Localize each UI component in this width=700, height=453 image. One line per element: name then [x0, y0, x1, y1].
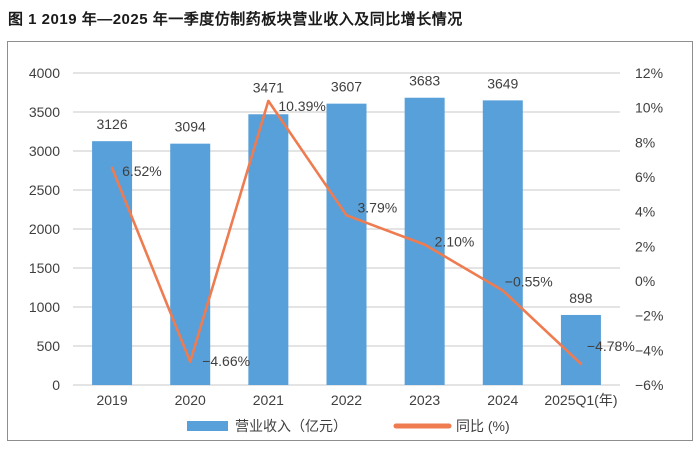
left-axis-tick-label: 1500: [29, 260, 60, 276]
right-axis-tick-label: 2%: [635, 238, 655, 254]
x-axis-label: 2019: [96, 392, 127, 408]
x-axis-label: 2023: [409, 392, 440, 408]
right-axis-tick-label: 10%: [635, 100, 663, 116]
legend-bar-swatch: [187, 421, 228, 431]
left-axis-tick-label: 500: [37, 338, 61, 354]
left-axis-tick-label: 2500: [29, 182, 60, 198]
line-value-label: 2.10%: [435, 234, 475, 250]
line-value-label: 3.79%: [358, 199, 398, 215]
figure-title: 图 1 2019 年—2025 年一季度仿制药板块营业收入及同比增长情况: [8, 11, 463, 28]
x-axis-label: 2024: [487, 392, 518, 408]
right-axis-tick-label: −6%: [635, 377, 663, 393]
line-value-label: −0.55%: [505, 274, 553, 290]
line-value-label: 6.52%: [122, 163, 162, 179]
bar-value-label: 3094: [175, 119, 206, 135]
bar-2021: [248, 114, 289, 386]
x-axis-label: 2022: [331, 392, 362, 408]
chart-frame: 4000 3500 3000 2500 2000 1500 1000 500 0 12% 10% 8%…: [7, 41, 693, 441]
bar-value-label: 3683: [409, 73, 440, 89]
bar-value-label: 898: [569, 290, 593, 306]
bar-2024: [482, 100, 523, 386]
line-value-labels: 6.52% −4.66% 10.39% 3.79% 2.10% −0.55% −4.78%: [122, 98, 635, 369]
right-axis-tick-label: −4%: [635, 342, 663, 358]
left-axis-tick-label: 0: [52, 377, 60, 393]
line-value-label: −4.66%: [202, 353, 250, 369]
legend-line-label: 同比 (%): [456, 418, 510, 434]
bar-2020: [170, 143, 211, 385]
revenue-bars: [92, 97, 601, 386]
legend: 营业收入（亿元） 同比 (%): [187, 418, 510, 434]
left-axis-tick-label: 3000: [29, 143, 60, 159]
x-axis-label: 2020: [175, 392, 206, 408]
bar-2019: [92, 141, 133, 385]
right-axis-tick-label: 0%: [635, 273, 655, 289]
left-axis-tick-label: 2000: [29, 221, 60, 237]
combo-chart-canvas: 4000 3500 3000 2500 2000 1500 1000 500 0 12% 10% 8%…: [29, 65, 664, 434]
bar-value-label: 3126: [96, 116, 127, 132]
right-axis-tick-label: 6%: [635, 169, 655, 185]
left-axis-tick-label: 1000: [29, 299, 60, 315]
x-axis-labels: 2019 2020 2021 2022 2023 2024 2025Q1(年): [96, 392, 617, 408]
bar-value-label: 3471: [253, 79, 284, 95]
x-axis-label: 2021: [253, 392, 284, 408]
right-axis-tick-label: 12%: [635, 65, 663, 81]
line-value-label: 10.39%: [278, 98, 325, 114]
bar-2023: [404, 97, 445, 385]
left-axis-tick-label: 4000: [29, 65, 60, 81]
left-axis-tick-label: 3500: [29, 104, 60, 120]
right-axis-tick-label: 4%: [635, 204, 655, 220]
bar-value-label: 3607: [331, 79, 362, 95]
bar-2022: [326, 103, 367, 386]
yoy-line: [110, 99, 583, 366]
legend-bar-label: 营业收入（亿元）: [235, 418, 347, 434]
right-axis-tick-label: −2%: [635, 308, 663, 324]
bar-value-label: 3649: [487, 75, 518, 91]
bar-value-labels: 3126 3094 3471 3607 3683 3649 898: [96, 73, 592, 306]
right-axis-tick-label: 8%: [635, 134, 655, 150]
x-axis-label: 2025Q1(年): [544, 392, 617, 408]
line-value-label: −4.78%: [587, 338, 635, 354]
